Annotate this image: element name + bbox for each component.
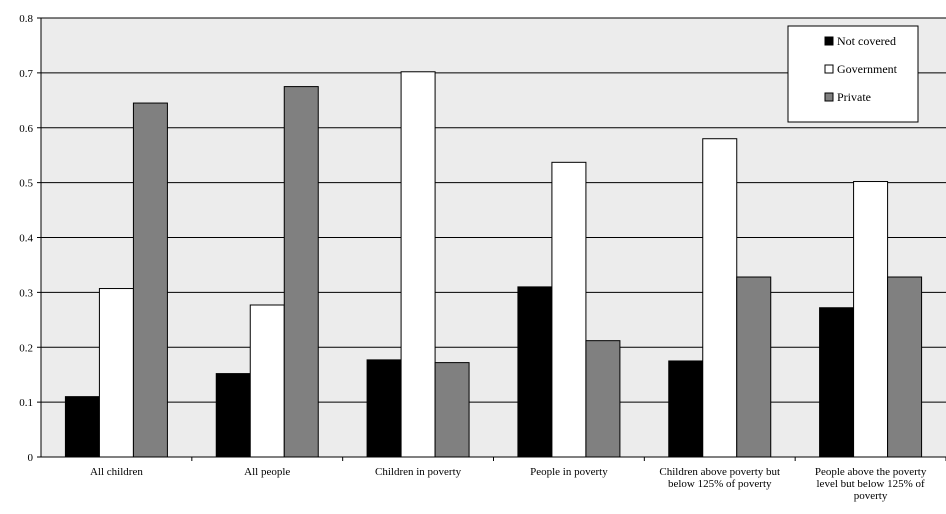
bar-private <box>736 276 772 458</box>
y-tick-label: 0.6 <box>19 123 33 135</box>
y-tick-label: 0.7 <box>19 68 33 80</box>
bar-not-covered <box>215 373 251 458</box>
bar-government <box>249 304 285 458</box>
bar-not-covered <box>366 359 402 458</box>
bar-not-covered <box>517 286 553 458</box>
y-tick-label: 0.1 <box>19 397 33 409</box>
y-tick-label: 0.5 <box>19 178 33 190</box>
bar-government <box>400 71 436 458</box>
bar-private <box>585 340 621 458</box>
bar-not-covered <box>64 396 100 458</box>
bar-government <box>551 161 587 458</box>
bar-private <box>283 86 319 458</box>
bar-not-covered <box>819 307 855 458</box>
x-tick-label: All people <box>244 466 290 478</box>
y-tick-label: 0.4 <box>19 233 33 245</box>
x-tick-label: All children <box>90 466 143 478</box>
x-tick-label: Children above poverty but <box>659 466 780 478</box>
bar-not-covered <box>668 360 704 458</box>
y-tick-label: 0.2 <box>19 342 33 354</box>
x-tick-label: Children in poverty <box>375 466 462 478</box>
bar-private <box>434 362 470 458</box>
y-tick-label: 0.8 <box>19 13 33 25</box>
legend-label: Private <box>837 90 871 104</box>
x-tick-label: People in poverty <box>530 466 608 478</box>
bar-government <box>98 288 134 458</box>
bar-private <box>132 102 168 458</box>
x-tick-label: People above the poverty <box>815 466 927 478</box>
x-tick-label: poverty <box>854 490 888 502</box>
x-tick-label: below 125% of poverty <box>668 478 772 490</box>
legend: Not covered Government Private <box>787 25 919 123</box>
legend-swatch <box>824 92 834 102</box>
bar-private <box>887 276 923 458</box>
legend-box <box>787 25 919 123</box>
legend-label: Not covered <box>837 34 896 48</box>
legend-swatch <box>824 64 834 74</box>
legend-label: Government <box>837 62 898 76</box>
x-tick-label: level but below 125% of <box>817 478 925 490</box>
bar-government <box>853 181 889 458</box>
y-tick-label: 0.3 <box>19 287 33 299</box>
y-tick-label: 0 <box>28 452 34 464</box>
bar-government <box>702 138 738 458</box>
legend-swatch <box>824 36 834 46</box>
